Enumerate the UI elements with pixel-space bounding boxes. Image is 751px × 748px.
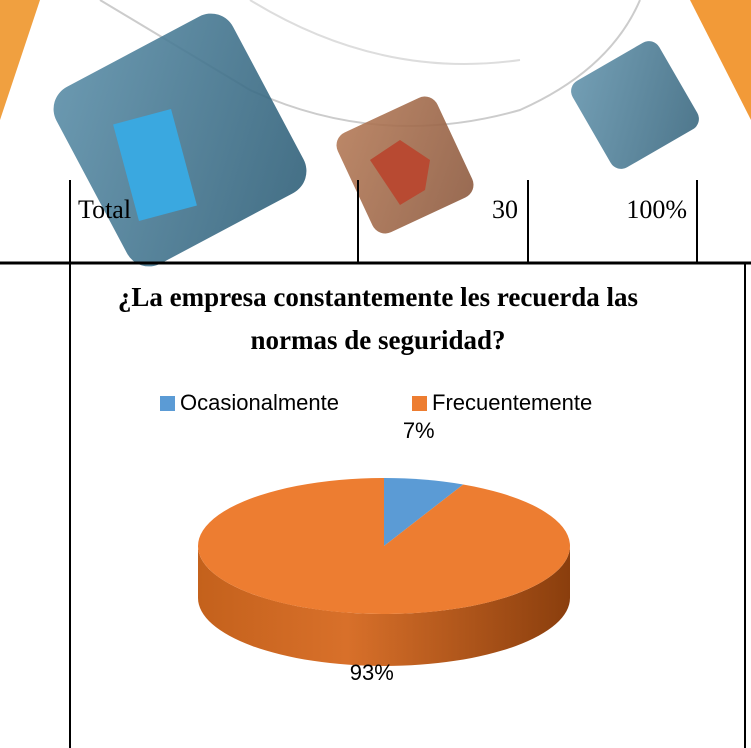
data-label: 93%: [350, 660, 394, 685]
legend-label: Frecuentemente: [432, 390, 592, 415]
table-cell: 30: [492, 195, 518, 224]
pie-slice: [198, 478, 570, 614]
chart-title: ¿La empresa constantemente les recuerda …: [118, 282, 638, 355]
background-decor: [0, 0, 751, 275]
legend-swatch: [160, 396, 175, 411]
page: Total 30 100% ¿La empresa constantemente…: [0, 0, 751, 748]
table-cell: 100%: [626, 195, 687, 224]
data-label: 7%: [403, 418, 435, 443]
legend-label: Ocasionalmente: [180, 390, 339, 415]
legend-swatch: [412, 396, 427, 411]
table-cell: Total: [78, 195, 131, 224]
document: Total 30 100% ¿La empresa constantemente…: [0, 0, 751, 748]
